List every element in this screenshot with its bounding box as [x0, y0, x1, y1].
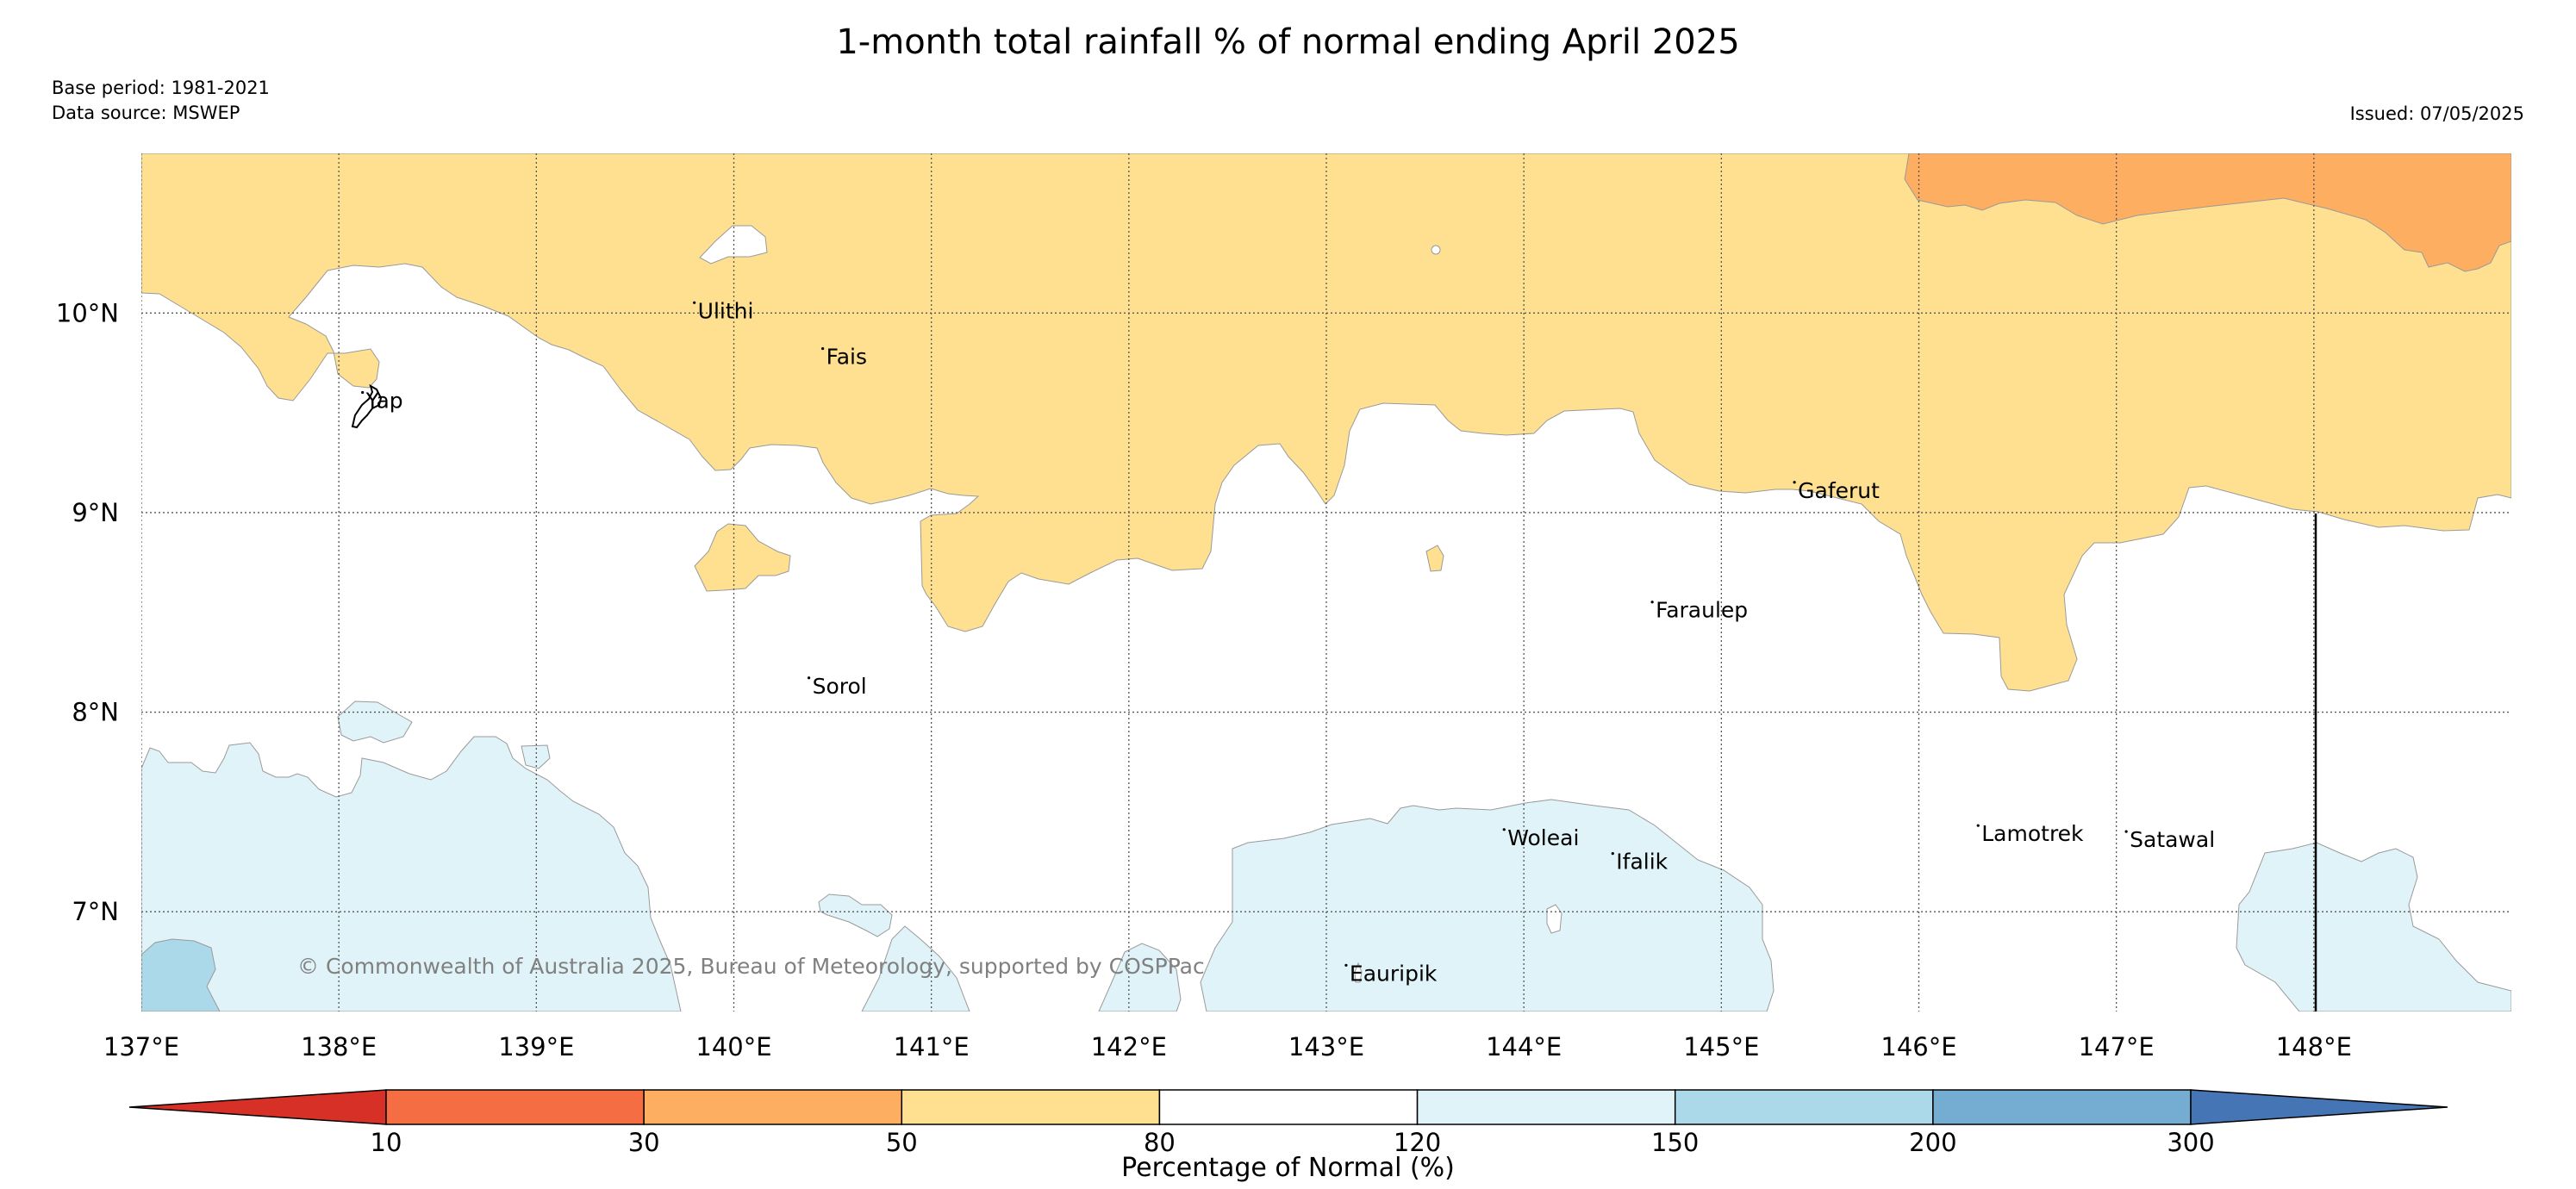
longitude-tick-label: 140°E — [695, 1032, 771, 1061]
rainfall-region-120-150-central — [1200, 799, 1775, 1012]
place-marker — [1793, 481, 1796, 484]
colorbar-title: Percentage of Normal (%) — [1121, 1153, 1455, 1183]
rainfall-region-120-150-islet-a — [337, 700, 413, 744]
longitude-tick-label: 137°E — [103, 1032, 179, 1061]
colorbar-segment — [1416, 1089, 1676, 1125]
base-period-label: Base period: 1981-2021 — [52, 78, 270, 98]
place-label: Fais — [826, 345, 867, 370]
map-title: 1-month total rainfall % of normal endin… — [836, 22, 1740, 62]
latitude-tick-label: 9°N — [72, 498, 119, 527]
colorbar-tick-label: 10 — [371, 1128, 402, 1157]
latitude-tick-label: 10°N — [56, 298, 119, 327]
colorbar-tick-label: 200 — [1909, 1128, 1956, 1157]
place-label: Ulithi — [698, 298, 754, 323]
longitude-tick-label: 141°E — [894, 1032, 970, 1061]
rainfall-region-120-150-islet-d — [861, 925, 970, 1012]
longitude-tick-label: 145°E — [1683, 1032, 1759, 1061]
colorbar-tick-label: 50 — [886, 1128, 918, 1157]
place-marker — [821, 346, 825, 351]
place-marker — [1650, 601, 1654, 604]
rainfall-region-120-150-west — [141, 736, 682, 1012]
place-label: Woleai — [1507, 825, 1579, 850]
colorbar-tick-label: 300 — [2167, 1128, 2214, 1157]
longitude-tick-label: 143°E — [1288, 1032, 1364, 1061]
rainfall-region-150-200 — [141, 938, 221, 1012]
colorbar-extend-high — [2190, 1089, 2448, 1125]
yap-island-outline — [351, 383, 383, 429]
place-marker — [2124, 830, 2128, 833]
latitude-tick-label: 7°N — [72, 897, 119, 926]
colorbar-extend-low — [128, 1089, 387, 1125]
place-marker — [1344, 963, 1348, 967]
place-label: Satawal — [2130, 827, 2215, 852]
latitude-tick-label: 8°N — [72, 698, 119, 727]
place-marker — [361, 390, 365, 395]
map-gridlines — [141, 153, 2511, 1012]
colorbar-segment — [1158, 1089, 1419, 1125]
longitude-tick-label: 148°E — [2276, 1032, 2352, 1061]
data-source-label: Data source: MSWEP — [52, 103, 240, 123]
place-marker — [807, 676, 811, 680]
colorbar-segment — [385, 1089, 645, 1125]
place-label: Lamotrek — [1981, 821, 2084, 846]
colorbar-tick-label: 30 — [628, 1128, 660, 1157]
map-metadata: Base period: 1981-2021 Data source: MSWE… — [52, 76, 270, 126]
rainfall-region-120-150-islet-b — [521, 744, 551, 769]
place-marker — [1976, 824, 1980, 827]
place-label: Gaferut — [1798, 478, 1880, 503]
colorbar-segment — [643, 1089, 903, 1125]
colorbar: 10 30 50 80 120 150 200 300 — [128, 1089, 2448, 1157]
rainfall-region-30-50 — [1904, 153, 2511, 272]
rainfall-region-80-120-hole-small — [1431, 245, 1441, 255]
longitude-tick-label: 147°E — [2079, 1032, 2155, 1061]
rainfall-region-120-150-islet-e — [1098, 943, 1182, 1012]
colorbar-segment — [1932, 1089, 2192, 1125]
place-label: Sorol — [813, 674, 867, 699]
longitude-tick-label: 139°E — [498, 1032, 574, 1061]
colorbar-tick-label: 120 — [1394, 1128, 1441, 1157]
latitude-axis-labels: 7°N 8°N 9°N 10°N — [56, 298, 119, 926]
longitude-tick-label: 146°E — [1881, 1032, 1956, 1061]
rainfall-region-120-150-east — [2236, 842, 2511, 1012]
issued-date-label: Issued: 07/05/2025 — [2349, 103, 2524, 124]
rainfall-region-120-150-islet-c — [818, 893, 893, 937]
place-marker — [693, 301, 696, 304]
colorbar-segment — [901, 1089, 1161, 1125]
rainfall-region-50-80-island-b — [1425, 545, 1444, 572]
longitude-tick-label: 144°E — [1486, 1032, 1562, 1061]
map-plot-area — [141, 153, 2511, 1012]
longitude-tick-label: 138°E — [301, 1032, 377, 1061]
place-label: Eauripik — [1350, 961, 1438, 986]
place-marker — [1502, 828, 1506, 831]
colorbar-tick-label: 150 — [1651, 1128, 1699, 1157]
place-label: Yap — [365, 389, 403, 414]
place-label: Ifalik — [1616, 850, 1668, 875]
longitude-tick-label: 142°E — [1091, 1032, 1167, 1061]
copyright-notice: © Commonwealth of Australia 2025, Bureau… — [297, 954, 1205, 979]
rainfall-region-50-80-island-a — [694, 523, 791, 592]
colorbar-tick-label: 80 — [1144, 1128, 1176, 1157]
place-label: Faraulep — [1656, 598, 1748, 623]
place-marker — [1611, 851, 1614, 856]
place-labels: Ulithi Fais Yap Gaferut Faraulep Sorol Woleai I… — [361, 298, 2215, 986]
longitude-axis-labels: 137°E 138°E 139°E 140°E 141°E 142°E 143°E 144°E… — [103, 1032, 2352, 1061]
colorbar-segment — [1674, 1089, 1934, 1125]
rainfall-region-120-150-islet-g — [1354, 962, 1363, 983]
